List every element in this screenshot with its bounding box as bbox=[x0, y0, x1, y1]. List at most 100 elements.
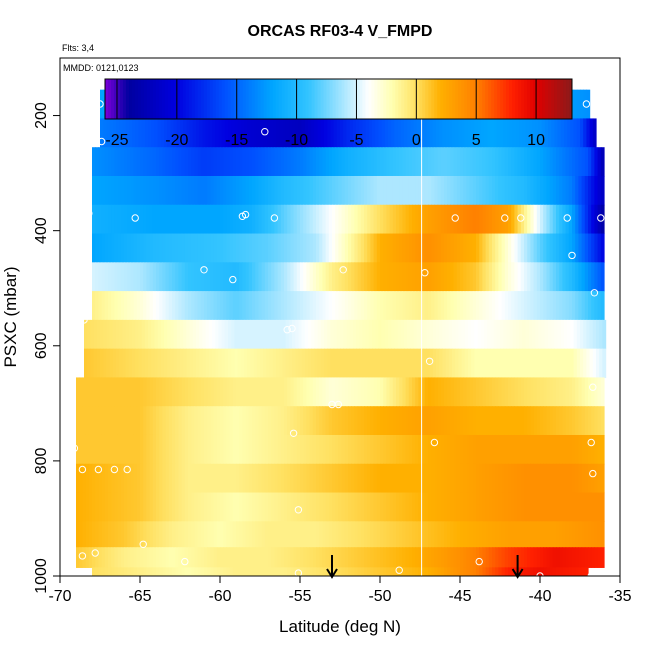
heatmap-cell bbox=[584, 521, 589, 548]
heatmap-cell bbox=[472, 521, 477, 548]
heatmap-cell bbox=[112, 348, 117, 379]
heatmap-cell bbox=[197, 377, 202, 407]
heatmap-cell bbox=[360, 175, 365, 206]
heatmap-cell bbox=[117, 434, 122, 465]
heatmap-cell bbox=[501, 204, 506, 235]
heatmap-cell bbox=[124, 521, 128, 548]
heatmap-cell bbox=[101, 463, 106, 494]
heatmap-cell bbox=[309, 463, 314, 494]
heatmap-cell bbox=[421, 567, 426, 576]
heatmap-cell bbox=[367, 175, 371, 206]
heatmap-cell bbox=[463, 521, 467, 548]
heatmap-cell bbox=[524, 567, 528, 576]
heatmap-cell bbox=[495, 463, 499, 494]
heatmap-cell bbox=[581, 291, 586, 321]
heatmap-cell bbox=[152, 567, 157, 576]
heatmap-cell bbox=[572, 434, 576, 465]
colorbar-segment bbox=[113, 79, 118, 119]
heatmap-cell bbox=[428, 567, 432, 576]
colorbar-segment bbox=[278, 79, 283, 119]
heatmap-cell bbox=[586, 118, 591, 148]
heatmap-cell bbox=[117, 147, 122, 177]
heatmap-cell bbox=[408, 233, 413, 263]
colorbar-segment bbox=[176, 79, 181, 119]
heatmap-cell bbox=[178, 434, 183, 465]
heatmap-cell bbox=[245, 377, 250, 407]
heatmap-cell bbox=[463, 377, 467, 407]
heatmap-cell bbox=[552, 434, 557, 465]
heatmap-cell bbox=[552, 547, 557, 568]
heatmap-cell bbox=[268, 406, 272, 436]
heatmap-cell bbox=[484, 319, 488, 350]
heatmap-cell bbox=[504, 521, 509, 548]
heatmap-cell bbox=[172, 521, 176, 548]
heatmap-cell bbox=[208, 118, 213, 148]
heatmap-cell bbox=[263, 348, 267, 379]
heatmap-cell bbox=[175, 567, 179, 576]
heatmap-cell bbox=[540, 147, 544, 177]
heatmap-cell bbox=[287, 521, 291, 548]
heatmap-cell bbox=[82, 492, 87, 522]
heatmap-cell bbox=[188, 406, 192, 436]
heatmap-cell bbox=[524, 377, 528, 407]
heatmap-cell bbox=[250, 118, 255, 148]
heatmap-cell bbox=[479, 175, 483, 206]
heatmap-cell bbox=[439, 348, 443, 379]
heatmap-cell bbox=[466, 492, 471, 522]
heatmap-cell bbox=[261, 204, 266, 235]
heatmap-cell bbox=[565, 406, 570, 436]
heatmap-cell bbox=[133, 547, 138, 568]
y-tick-label: 400 bbox=[33, 217, 50, 244]
heatmap-row bbox=[76, 492, 605, 522]
heatmap-cell bbox=[332, 377, 336, 407]
colorbar-segment bbox=[518, 79, 522, 119]
heatmap-cell bbox=[98, 434, 103, 465]
data-marker bbox=[339, 266, 347, 274]
heatmap-cell bbox=[370, 492, 375, 522]
colorbar-segment bbox=[419, 79, 423, 119]
heatmap-cell bbox=[236, 463, 240, 494]
heatmap-cell bbox=[412, 434, 416, 465]
heatmap-cell bbox=[476, 434, 480, 465]
heatmap-cell bbox=[124, 262, 128, 292]
heatmap-cell bbox=[463, 262, 467, 292]
heatmap-cell bbox=[127, 463, 131, 494]
heatmap-cell bbox=[517, 233, 522, 263]
heatmap-cell bbox=[152, 291, 157, 321]
colorbar-segment bbox=[359, 79, 363, 119]
heatmap-cell bbox=[204, 204, 208, 235]
heatmap-cell bbox=[437, 547, 442, 568]
heatmap-cell bbox=[213, 567, 218, 576]
heatmap-cell bbox=[520, 406, 525, 436]
heatmap-cell bbox=[95, 233, 99, 263]
heatmap-cell bbox=[226, 233, 231, 263]
heatmap-cell bbox=[383, 233, 387, 263]
heatmap-cell bbox=[495, 233, 499, 263]
heatmap-cell bbox=[474, 348, 479, 379]
heatmap-cell bbox=[364, 262, 368, 292]
colorbar-segment bbox=[353, 79, 357, 119]
heatmap-cell bbox=[223, 204, 227, 235]
heatmap-cell bbox=[364, 204, 368, 235]
heatmap-cell bbox=[549, 175, 554, 206]
heatmap-cell bbox=[477, 348, 482, 379]
heatmap-cell bbox=[517, 492, 522, 522]
heatmap-cell bbox=[391, 118, 395, 148]
heatmap-cell bbox=[312, 233, 317, 263]
heatmap-cell bbox=[370, 434, 375, 465]
heatmap-cell bbox=[309, 175, 314, 206]
heatmap-cell bbox=[210, 463, 215, 494]
heatmap-cell bbox=[485, 291, 490, 321]
heatmap-cell bbox=[408, 463, 413, 494]
heatmap-cell bbox=[226, 406, 231, 436]
heatmap-cell bbox=[165, 521, 170, 548]
heatmap-cell bbox=[386, 233, 391, 263]
heatmap-cell bbox=[162, 204, 167, 235]
heatmap-cell bbox=[151, 118, 155, 148]
heatmap-cell bbox=[149, 377, 154, 407]
heatmap-cell bbox=[295, 118, 299, 148]
heatmap-cell bbox=[392, 567, 397, 576]
data-marker bbox=[288, 324, 296, 333]
heatmap-cell bbox=[482, 463, 487, 494]
heatmap-cell bbox=[447, 291, 451, 321]
